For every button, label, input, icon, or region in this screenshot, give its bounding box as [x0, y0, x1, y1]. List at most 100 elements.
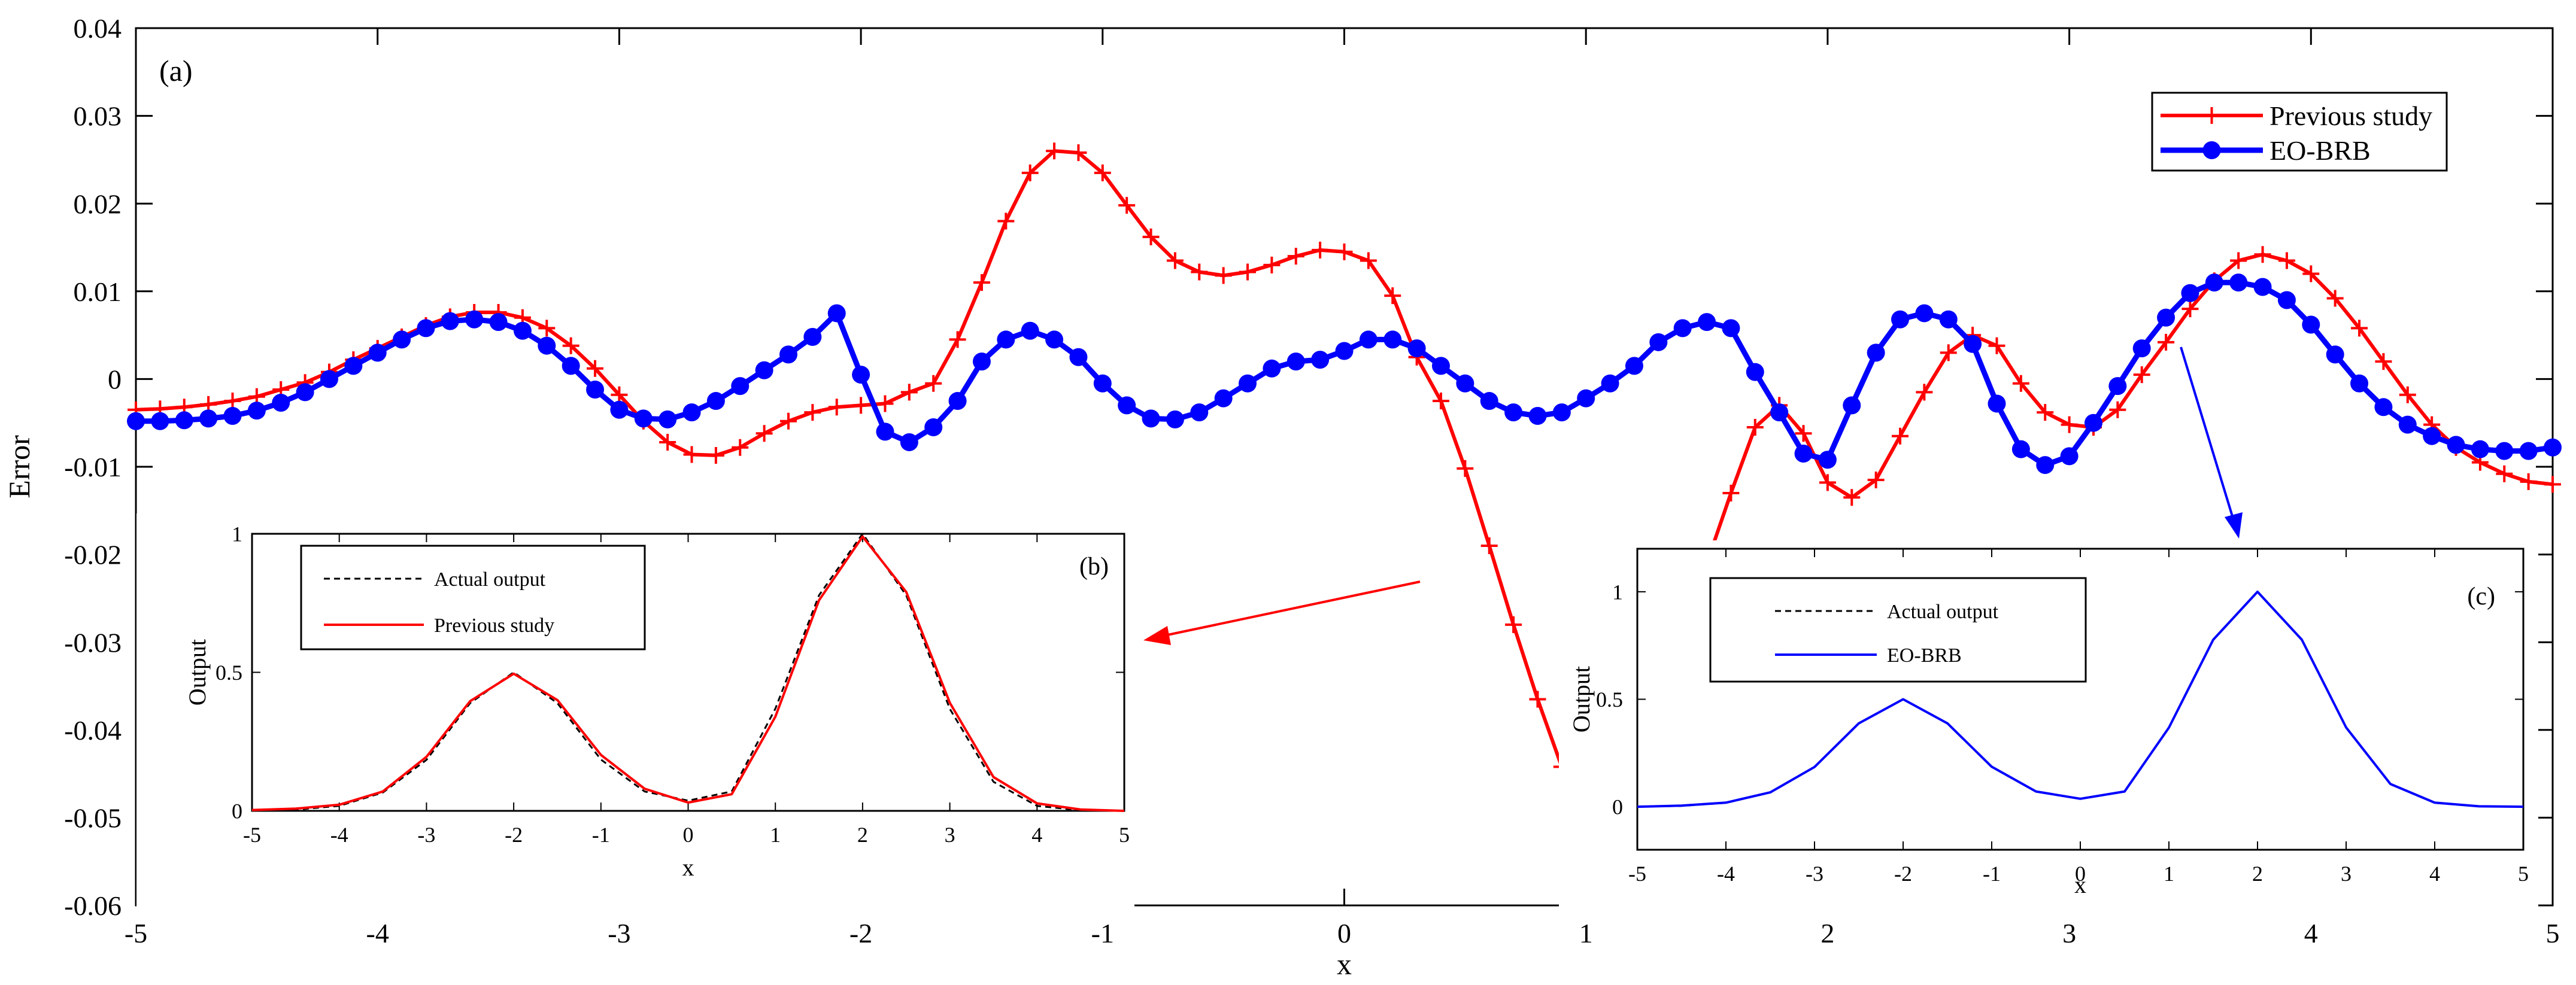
data-point-circle	[1746, 363, 1764, 381]
x-tick-label: -1	[592, 823, 610, 847]
data-point-circle	[393, 330, 411, 349]
data-point-circle	[175, 411, 193, 430]
y-tick-label: -0.01	[64, 452, 122, 482]
x-tick-label: -3	[1806, 862, 1823, 886]
y-tick-label: -0.05	[64, 803, 122, 834]
arrowhead-c	[2225, 512, 2243, 539]
data-point-circle	[827, 304, 846, 323]
data-point-plus	[1892, 427, 1909, 445]
data-point-circle	[948, 392, 967, 411]
x-tick-label: -4	[366, 918, 389, 948]
data-point-circle	[682, 403, 701, 422]
legend-marker-plus	[2203, 107, 2220, 124]
data-point-circle	[1939, 310, 1958, 329]
data-point-plus	[1287, 248, 1304, 265]
data-point-circle	[223, 406, 242, 425]
inset-plot-b: -5 -4 -3 -2 -1 0 1 2 3 4 5 1 0.5 0 x Output (b) Actual ou…	[136, 513, 1134, 907]
x-tick-label: 4	[1031, 823, 1042, 847]
data-point-plus	[2375, 353, 2392, 370]
y-tick-label: 0	[1612, 795, 1623, 819]
data-point-circle	[1528, 406, 1547, 425]
panel-label: (a)	[159, 54, 193, 87]
legend-box	[1709, 577, 2087, 683]
data-point-plus	[2254, 246, 2271, 263]
x-tick-label: -3	[608, 918, 630, 948]
data-point-plus	[1505, 616, 1522, 633]
x-tick-label: 2	[1821, 918, 1834, 948]
data-point-plus	[2326, 290, 2344, 307]
data-point-circle	[320, 370, 338, 388]
data-point-circle	[199, 409, 218, 428]
data-point-plus	[949, 331, 966, 348]
data-point-circle	[1263, 359, 1281, 378]
data-point-plus	[779, 412, 797, 430]
data-point-plus	[1336, 243, 1353, 260]
data-point-circle	[368, 343, 387, 362]
data-point-plus	[2012, 375, 2029, 392]
arrowhead-b	[1143, 626, 1171, 645]
x-tick-label: 0	[2075, 862, 2086, 886]
x-tick-label: -2	[505, 823, 523, 847]
data-point-circle	[2060, 447, 2079, 466]
data-point-plus	[852, 397, 870, 414]
data-point-plus	[2302, 265, 2320, 282]
data-point-plus	[659, 433, 676, 451]
data-point-circle	[1311, 351, 1330, 369]
data-point-circle	[2447, 436, 2465, 454]
data-point-circle	[1407, 339, 1426, 358]
x-tick-label: 0	[1337, 918, 1351, 948]
x-tick-label: 3	[945, 823, 955, 847]
data-point-plus	[1094, 164, 1111, 181]
x-tick-label: -5	[1628, 862, 1646, 886]
data-point-circle	[876, 422, 894, 441]
data-point-circle	[1093, 374, 1112, 393]
x-tick-label: -2	[1894, 862, 1912, 886]
data-point-circle	[1649, 333, 1668, 351]
x-tick-label: -4	[1717, 862, 1735, 886]
legend-label: EO-BRB	[2269, 135, 2371, 166]
data-point-plus	[707, 446, 724, 464]
y-tick-label: 0	[232, 799, 242, 823]
data-point-plus	[2181, 300, 2199, 318]
x-tick-label: 3	[2062, 918, 2076, 948]
data-point-plus	[828, 399, 845, 416]
y-axis-title: Error	[2, 435, 36, 498]
legend-box	[2151, 92, 2448, 172]
x-tick-label: -4	[330, 823, 348, 847]
y-tick-label: -0.03	[64, 627, 122, 658]
arrow-to-inset-b	[1158, 580, 1421, 638]
data-point-plus	[1867, 471, 1885, 488]
panel-label: (c)	[2467, 583, 2495, 610]
data-point-circle	[513, 321, 532, 340]
y-tick-label: 0.02	[74, 189, 122, 219]
x-tick-label: 1	[770, 823, 781, 847]
data-point-plus	[1722, 484, 1740, 501]
data-point-circle	[1383, 330, 1402, 349]
data-point-plus	[1457, 460, 1474, 477]
series-line	[251, 535, 1125, 812]
data-point-circle	[1601, 374, 1619, 393]
data-point-plus	[1360, 252, 1377, 269]
legend-box	[300, 545, 646, 650]
data-point-plus	[2399, 386, 2416, 403]
legend-marker-circle	[2202, 141, 2221, 159]
data-point-circle	[1891, 310, 1910, 329]
x-axis-title: x	[2074, 871, 2086, 898]
data-point-plus	[804, 404, 821, 421]
data-point-circle	[803, 328, 822, 346]
data-point-plus	[587, 360, 604, 377]
data-point-plus	[1916, 384, 1933, 401]
data-point-plus	[1239, 263, 1257, 281]
data-point-circle	[272, 393, 290, 412]
data-point-circle	[2471, 440, 2489, 458]
data-point-circle	[1794, 445, 1813, 463]
data-point-circle	[2205, 273, 2223, 292]
data-point-circle	[465, 310, 484, 329]
y-tick-label: 1	[232, 522, 242, 546]
data-point-circle	[2108, 377, 2127, 396]
data-point-circle	[1504, 403, 1523, 422]
x-tick-label: -5	[125, 918, 147, 948]
data-point-plus	[876, 395, 894, 412]
data-point-plus	[1070, 144, 1087, 162]
